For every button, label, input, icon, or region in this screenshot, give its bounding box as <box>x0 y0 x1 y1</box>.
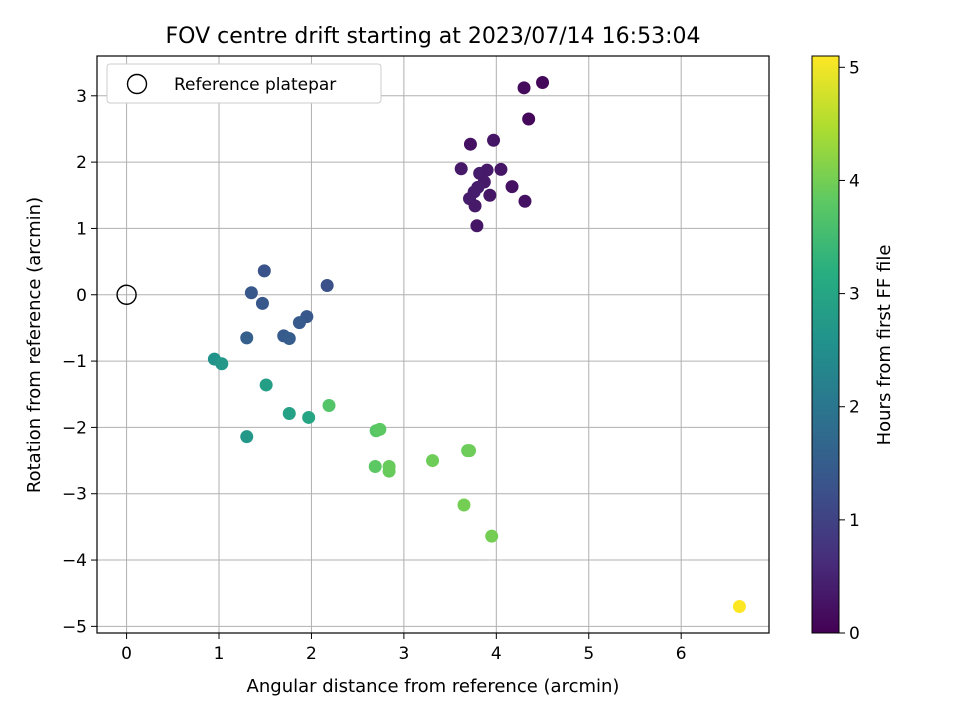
data-point <box>522 112 536 126</box>
colorbar-tick-label: 5 <box>849 58 860 78</box>
data-point <box>259 378 273 392</box>
y-tick-label: −1 <box>62 352 87 372</box>
data-point <box>468 199 482 213</box>
colorbar-ticks: 0 1 2 3 4 5 <box>839 58 860 644</box>
x-tick-label: 6 <box>676 644 687 664</box>
data-point <box>382 464 396 478</box>
data-point <box>536 76 550 90</box>
data-point <box>483 188 497 202</box>
colorbar: 0 1 2 3 4 5 Hours from first FF file <box>811 55 895 644</box>
x-tick-label: 4 <box>491 644 502 664</box>
data-point <box>282 332 296 346</box>
plot-area-frame <box>96 55 770 634</box>
data-point <box>505 180 519 194</box>
y-tick-label: 1 <box>76 219 87 239</box>
legend: Reference platepar <box>106 63 382 104</box>
y-axis-label: Rotation from reference (arcmin) <box>24 197 45 493</box>
colorbar-label: Hours from first FF file <box>874 245 895 446</box>
x-tick-label: 0 <box>121 644 132 664</box>
reference-marker <box>116 284 137 305</box>
x-tick-label: 1 <box>214 644 225 664</box>
data-point <box>302 410 316 424</box>
y-tick-label: −5 <box>62 617 87 637</box>
colorbar-tick-label: 0 <box>849 624 860 644</box>
data-point <box>255 296 269 310</box>
data-point <box>454 162 468 176</box>
data-point <box>463 137 477 151</box>
data-point <box>240 331 254 345</box>
data-point <box>480 163 494 177</box>
colorbar-tick-label: 4 <box>849 171 860 191</box>
y-axis-ticks: 3 2 1 0 −1 −2 −3 −4 −5 <box>62 87 97 637</box>
data-point <box>240 430 254 444</box>
data-point <box>457 498 471 512</box>
chart-title: FOV centre drift starting at 2023/07/14 … <box>166 24 701 49</box>
y-tick-label: −4 <box>62 551 87 571</box>
data-point <box>292 316 306 330</box>
data-point <box>517 81 531 95</box>
data-points <box>207 76 746 613</box>
x-tick-label: 2 <box>306 644 317 664</box>
y-tick-label: 2 <box>76 153 87 173</box>
data-point <box>257 264 271 278</box>
y-tick-label: −3 <box>62 485 87 505</box>
colorbar-tick-label: 2 <box>849 398 860 418</box>
x-tick-label: 3 <box>398 644 409 664</box>
colorbar-gradient <box>811 55 840 634</box>
data-point <box>322 399 336 413</box>
reference-layer <box>116 284 137 305</box>
data-point <box>494 162 508 176</box>
data-point <box>368 460 382 474</box>
y-tick-label: 3 <box>76 87 87 107</box>
y-tick-label: 0 <box>76 286 87 306</box>
data-point <box>215 357 229 371</box>
data-point <box>470 219 484 233</box>
x-axis-ticks: 0 1 2 3 4 5 6 <box>121 633 687 664</box>
colorbar-tick-label: 1 <box>849 511 860 531</box>
data-point <box>463 444 477 458</box>
data-point <box>732 599 746 613</box>
legend-box <box>106 63 382 104</box>
y-tick-label: −2 <box>62 418 87 438</box>
data-point <box>485 529 499 543</box>
data-point <box>244 286 258 300</box>
legend-label-reference: Reference platepar <box>174 75 336 95</box>
x-tick-label: 5 <box>583 644 594 664</box>
colorbar-tick-label: 3 <box>849 285 860 305</box>
data-point <box>282 406 296 420</box>
data-point <box>518 194 532 208</box>
data-point <box>320 278 334 292</box>
data-point <box>487 133 501 147</box>
data-point <box>426 454 440 468</box>
data-point <box>373 422 387 436</box>
x-axis-label: Angular distance from reference (arcmin) <box>247 676 620 697</box>
legend-marker-reference <box>126 73 148 95</box>
